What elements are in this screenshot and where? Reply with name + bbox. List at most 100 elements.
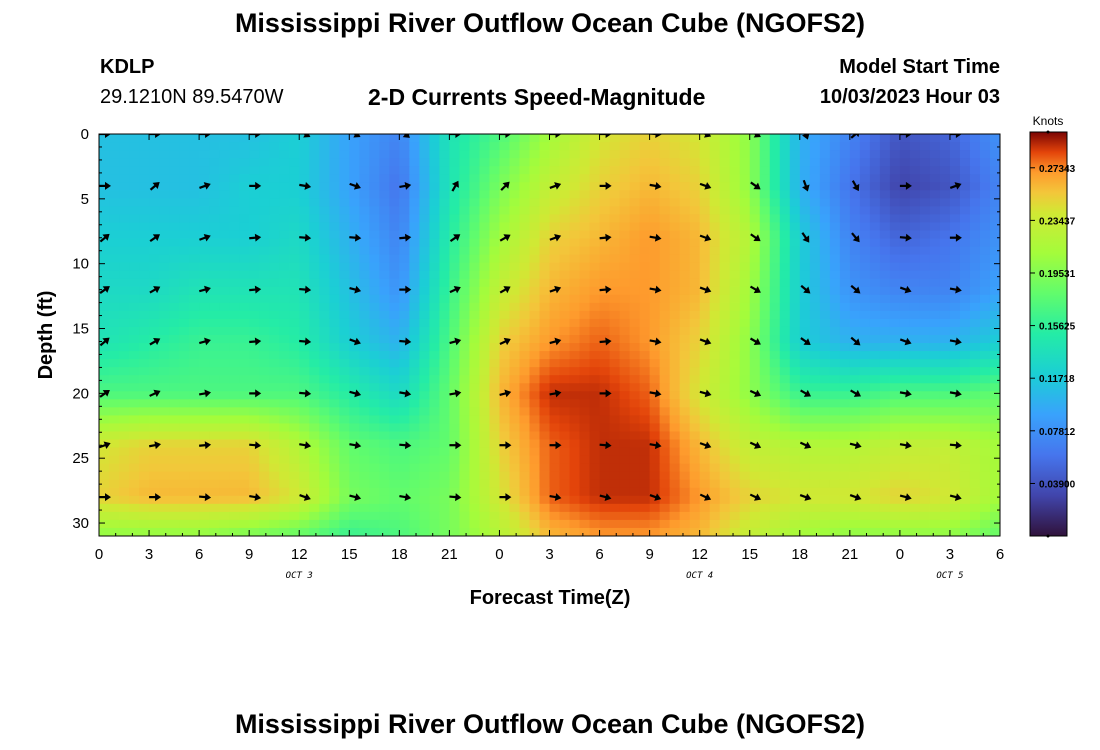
heatmap-cell bbox=[579, 391, 591, 400]
heatmap-cell bbox=[479, 254, 491, 264]
heatmap-cell bbox=[349, 214, 360, 224]
heatmap-cell bbox=[669, 190, 681, 199]
heatmap-cell bbox=[809, 527, 821, 536]
heatmap-cell bbox=[149, 190, 160, 199]
current-arrow bbox=[499, 441, 512, 450]
heatmap-cell bbox=[979, 190, 991, 199]
heatmap-cell bbox=[329, 423, 340, 433]
heatmap-cell bbox=[809, 511, 821, 521]
heatmap-cell bbox=[769, 367, 781, 376]
heatmap-cell bbox=[809, 310, 821, 320]
heatmap-cell bbox=[419, 174, 430, 183]
heatmap-cell bbox=[399, 286, 410, 296]
heatmap-cell bbox=[519, 206, 531, 215]
heatmap-cell bbox=[829, 270, 841, 280]
heatmap-cell bbox=[429, 447, 440, 457]
heatmap-cell bbox=[389, 511, 400, 521]
heatmap-cell bbox=[469, 310, 481, 320]
heatmap-cell bbox=[259, 198, 270, 207]
heatmap-cell bbox=[719, 222, 731, 232]
heatmap-cell bbox=[389, 166, 400, 175]
heatmap-cell bbox=[409, 423, 420, 433]
heatmap-cell bbox=[889, 511, 901, 521]
heatmap-cell bbox=[219, 455, 230, 465]
heatmap-cell bbox=[429, 246, 440, 256]
heatmap-cell bbox=[679, 158, 691, 167]
heatmap-cell bbox=[479, 487, 491, 497]
heatmap-cell bbox=[639, 246, 651, 256]
heatmap-cell bbox=[569, 455, 581, 465]
heatmap-cell bbox=[499, 487, 511, 497]
heatmap-cell bbox=[289, 519, 300, 529]
heatmap-cell bbox=[849, 383, 861, 392]
heatmap-cell bbox=[969, 463, 981, 473]
heatmap-cell bbox=[279, 335, 290, 344]
heatmap-cell bbox=[879, 270, 891, 280]
heatmap-cell bbox=[599, 134, 611, 143]
heatmap-cell bbox=[519, 326, 531, 336]
heatmap-cell bbox=[889, 286, 901, 296]
heatmap-cell bbox=[719, 230, 731, 240]
heatmap-cell bbox=[719, 238, 731, 248]
heatmap-cell bbox=[579, 310, 591, 320]
heatmap-cell bbox=[849, 206, 861, 215]
heatmap-cell bbox=[199, 318, 210, 328]
heatmap-cell bbox=[979, 519, 991, 529]
heatmap-cell bbox=[629, 174, 641, 183]
heatmap-cell bbox=[139, 399, 150, 408]
heatmap-cell bbox=[329, 302, 340, 312]
heatmap-cell bbox=[369, 174, 380, 183]
heatmap-cell bbox=[899, 286, 911, 296]
heatmap-cell bbox=[939, 375, 951, 384]
heatmap-cell bbox=[989, 302, 1000, 312]
heatmap-cell bbox=[599, 150, 611, 159]
heatmap-cell bbox=[129, 318, 140, 328]
heatmap-cell bbox=[249, 455, 260, 465]
heatmap-cell bbox=[229, 351, 240, 360]
heatmap-cell bbox=[479, 471, 491, 481]
heatmap-cell bbox=[809, 463, 821, 473]
heatmap-cell bbox=[769, 158, 781, 167]
heatmap-cell bbox=[139, 238, 150, 248]
heatmap-cell bbox=[599, 190, 611, 199]
heatmap-cell bbox=[229, 270, 240, 280]
heatmap-cell bbox=[959, 262, 971, 272]
heatmap-cell bbox=[369, 182, 380, 191]
heatmap-cell bbox=[869, 142, 881, 151]
heatmap-cell bbox=[929, 407, 941, 416]
heatmap-cell bbox=[829, 198, 841, 207]
heatmap-cell bbox=[109, 431, 120, 441]
heatmap-cell bbox=[489, 511, 501, 521]
heatmap-cell bbox=[749, 511, 761, 521]
heatmap-cell bbox=[989, 503, 1000, 513]
heatmap-cell bbox=[259, 318, 270, 328]
heatmap-cell bbox=[909, 294, 921, 304]
heatmap-cell bbox=[329, 495, 340, 505]
current-arrow bbox=[1000, 493, 1012, 501]
heatmap-cell bbox=[309, 391, 320, 400]
heatmap-cell bbox=[909, 527, 921, 536]
heatmap-cell bbox=[429, 222, 440, 232]
heatmap-cell bbox=[539, 391, 551, 400]
heatmap-cell bbox=[949, 511, 961, 521]
heatmap-cell bbox=[759, 198, 771, 207]
heatmap-cell bbox=[569, 190, 581, 199]
heatmap-cell bbox=[419, 142, 430, 151]
heatmap-cell bbox=[159, 230, 170, 240]
heatmap-cell bbox=[619, 326, 631, 336]
heatmap-cell bbox=[929, 206, 941, 215]
heatmap-cell bbox=[949, 150, 961, 159]
heatmap-cell bbox=[919, 310, 931, 320]
heatmap-cell bbox=[139, 326, 150, 336]
heatmap-cell bbox=[169, 527, 180, 536]
heatmap-cell bbox=[769, 190, 781, 199]
heatmap-cell bbox=[649, 254, 661, 264]
heatmap-cell bbox=[569, 182, 581, 191]
heatmap-cell bbox=[979, 310, 991, 320]
heatmap-cell bbox=[579, 399, 591, 408]
heatmap-cell bbox=[669, 294, 681, 304]
heatmap-cell bbox=[479, 431, 491, 441]
heatmap-cell bbox=[109, 230, 120, 240]
heatmap-cell bbox=[749, 158, 761, 167]
heatmap-cell bbox=[599, 431, 611, 441]
